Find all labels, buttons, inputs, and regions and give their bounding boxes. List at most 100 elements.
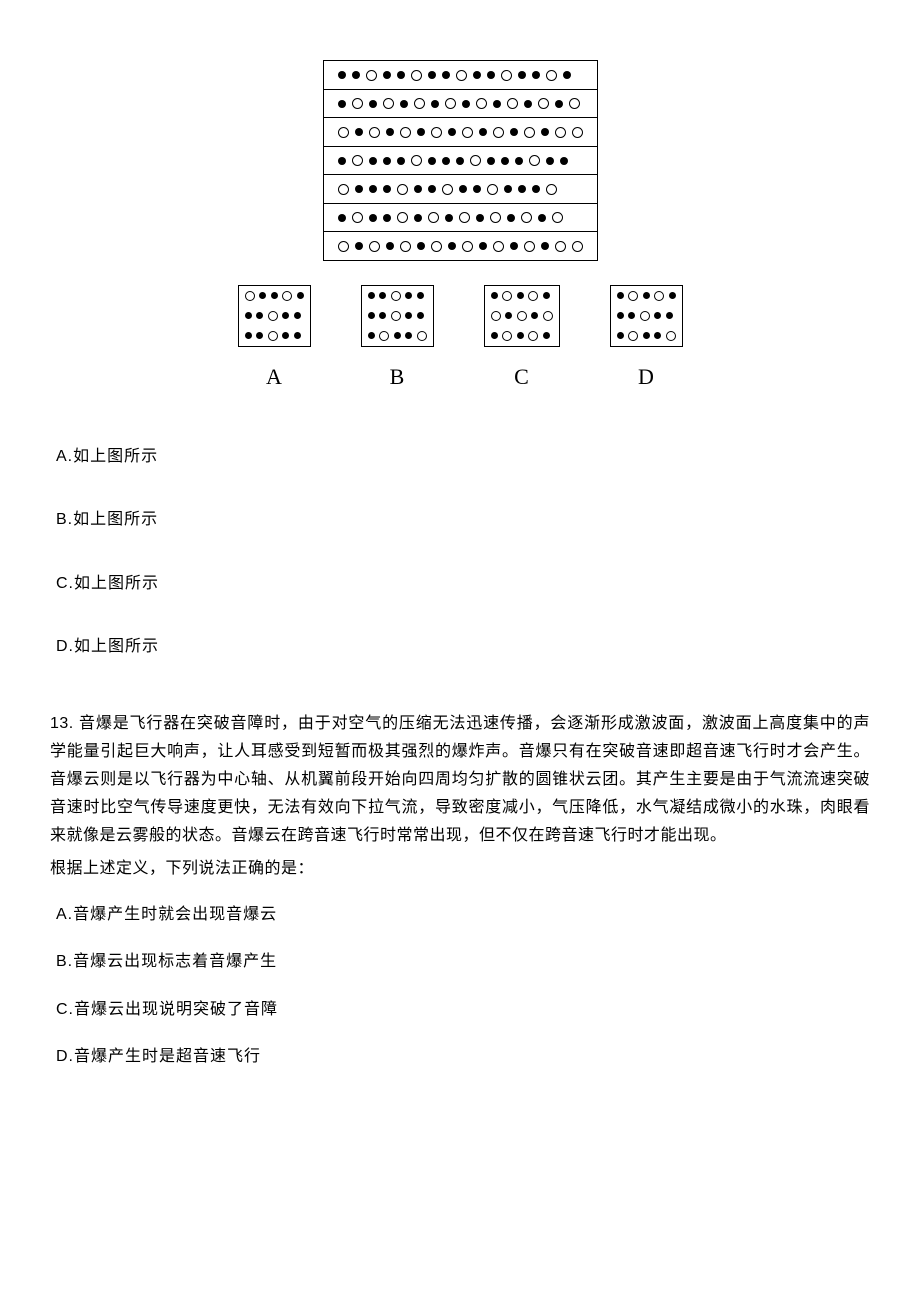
dot-filled-icon [282,312,289,319]
dot-filled-icon [297,292,304,299]
dot-filled-icon [417,128,425,136]
dot-open-icon [268,311,278,321]
dot-open-icon [414,98,425,109]
option-label: B [390,359,405,394]
dot-filled-icon [510,242,518,250]
dot-filled-icon [368,292,375,299]
dot-filled-icon [476,214,484,222]
dot-filled-icon [282,332,289,339]
dot-filled-icon [294,312,301,319]
dot-filled-icon [369,157,377,165]
dot-open-icon [507,98,518,109]
dot-open-icon [379,331,389,341]
grid-row [239,286,310,306]
option-b-ref: B.如上图所示 [50,507,870,533]
dot-filled-icon [256,312,263,319]
dot-filled-icon [517,292,524,299]
grid-row [324,232,597,260]
dot-filled-icon [538,214,546,222]
dot-open-icon [391,291,401,301]
dot-open-icon [383,98,394,109]
dot-open-icon [391,311,401,321]
dot-filled-icon [479,128,487,136]
dot-open-icon [555,241,566,252]
dot-open-icon [569,98,580,109]
dot-filled-icon [532,185,540,193]
dot-open-icon [502,291,512,301]
dot-open-icon [411,70,422,81]
q13-option-d: D.音爆产生时是超音速飞行 [50,1044,870,1070]
dot-open-icon [555,127,566,138]
dot-open-icon [501,70,512,81]
dot-filled-icon [479,242,487,250]
grid-row [485,306,559,326]
q13-passage: 音爆是飞行器在突破音障时，由于对空气的压缩无法迅速传播，会逐渐形成激波面，激波面… [50,715,870,844]
dot-open-icon [369,241,380,252]
dot-open-icon [442,184,453,195]
dot-filled-icon [491,292,498,299]
q13-options: A.音爆产生时就会出现音爆云 B.音爆云出现标志着音爆产生 C.音爆云出现说明突… [50,902,870,1070]
dot-open-icon [640,311,650,321]
small-pattern-grid [484,285,560,347]
dot-open-icon [431,241,442,252]
dot-filled-icon [473,185,481,193]
q13-number: 13. [50,715,74,732]
dot-open-icon [528,291,538,301]
dot-filled-icon [405,292,412,299]
dot-filled-icon [428,185,436,193]
grid-row [324,175,597,204]
dot-open-icon [528,331,538,341]
dot-open-icon [524,241,535,252]
pattern-option-c: C [484,285,560,394]
dot-filled-icon [369,185,377,193]
option-label: C [514,359,529,394]
dot-filled-icon [442,71,450,79]
dot-filled-icon [543,292,550,299]
dot-filled-icon [666,312,673,319]
q13-prompt: 根据上述定义，下列说法正确的是： [50,856,870,882]
dot-open-icon [338,127,349,138]
dot-filled-icon [259,292,266,299]
dot-filled-icon [628,312,635,319]
pattern-options-row: ABCD [238,285,683,394]
main-pattern-grid [323,60,598,261]
dot-filled-icon [462,100,470,108]
small-pattern-grid [361,285,434,347]
dot-filled-icon [355,242,363,250]
dot-filled-icon [543,332,550,339]
dot-open-icon [487,184,498,195]
small-pattern-grid [238,285,311,347]
grid-row [324,204,597,233]
dot-open-icon [459,212,470,223]
dot-filled-icon [383,214,391,222]
dot-filled-icon [504,185,512,193]
dot-open-icon [338,241,349,252]
dot-filled-icon [445,214,453,222]
dot-open-icon [546,184,557,195]
dot-filled-icon [355,128,363,136]
dot-open-icon [352,155,363,166]
grid-row [324,90,597,119]
grid-row [362,286,433,306]
dot-open-icon [445,98,456,109]
dot-filled-icon [515,157,523,165]
grid-row [324,147,597,176]
grid-row [324,61,597,90]
dot-filled-icon [518,185,526,193]
dot-filled-icon [386,242,394,250]
dot-filled-icon [501,157,509,165]
dot-filled-icon [507,214,515,222]
dot-filled-icon [428,71,436,79]
dot-filled-icon [442,157,450,165]
dot-open-icon [366,70,377,81]
dot-filled-icon [493,100,501,108]
q13-option-a: A.音爆产生时就会出现音爆云 [50,902,870,928]
q13-option-b: B.音爆云出现标志着音爆产生 [50,949,870,975]
dot-filled-icon [517,332,524,339]
dot-filled-icon [245,332,252,339]
dot-filled-icon [397,71,405,79]
dot-open-icon [352,212,363,223]
dot-open-icon [476,98,487,109]
dot-filled-icon [405,332,412,339]
pattern-option-a: A [238,285,311,394]
